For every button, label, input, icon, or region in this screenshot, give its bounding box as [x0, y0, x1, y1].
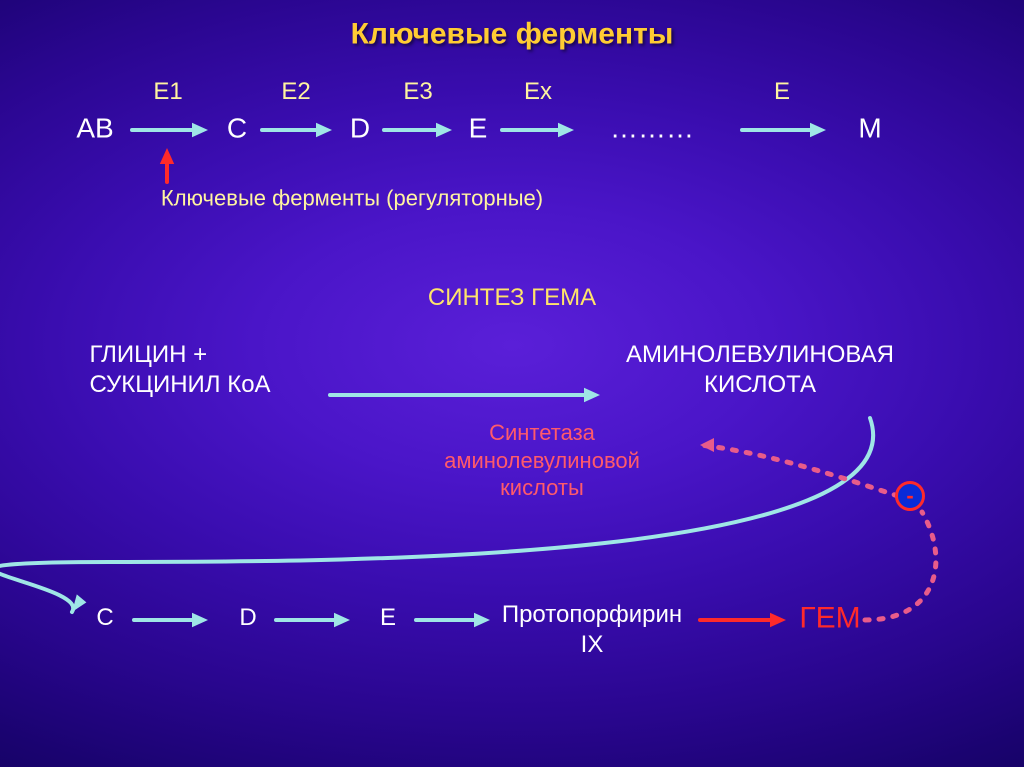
heme-node-4: ГЕМ: [799, 599, 860, 637]
pathway-node-dots: ………: [610, 111, 694, 146]
pathway-node-AB: AB: [76, 111, 113, 146]
inhibitor-node: -: [895, 481, 925, 511]
enzyme-label-3: Ex: [524, 77, 552, 107]
slide: Ключевые ферменты AB C D E ……… M E1 E2 E3 Ex E Ключе…: [0, 0, 1024, 767]
enzyme-label-1: E2: [281, 77, 310, 107]
pathway-node-E: E: [469, 111, 488, 146]
enzyme-label-4: E: [774, 77, 790, 107]
pathway-node-C: C: [227, 111, 247, 146]
product-1: АМИНОЛЕВУЛИНОВАЯ КИСЛОТА: [626, 340, 894, 400]
key-enzyme-label: Ключевые ферменты (регуляторные): [161, 184, 543, 212]
substrate-1: ГЛИЦИН + СУКЦИНИЛ КоА: [89, 340, 270, 400]
slide-title: Ключевые ферменты: [351, 15, 674, 53]
heme-node-1: D: [239, 603, 256, 633]
synthetase-label: Синтетаза аминолевулиновой кислоты: [444, 419, 640, 502]
pathway-node-D: D: [350, 111, 370, 146]
heme-node-3: Протопорфирин IX: [502, 600, 682, 660]
heme-node-0: C: [96, 603, 113, 633]
section-heading: СИНТЕЗ ГЕМА: [428, 283, 596, 313]
enzyme-label-2: E3: [403, 77, 432, 107]
heme-node-2: E: [380, 603, 396, 633]
enzyme-label-0: E1: [153, 77, 182, 107]
pathway-node-M: M: [858, 111, 881, 146]
